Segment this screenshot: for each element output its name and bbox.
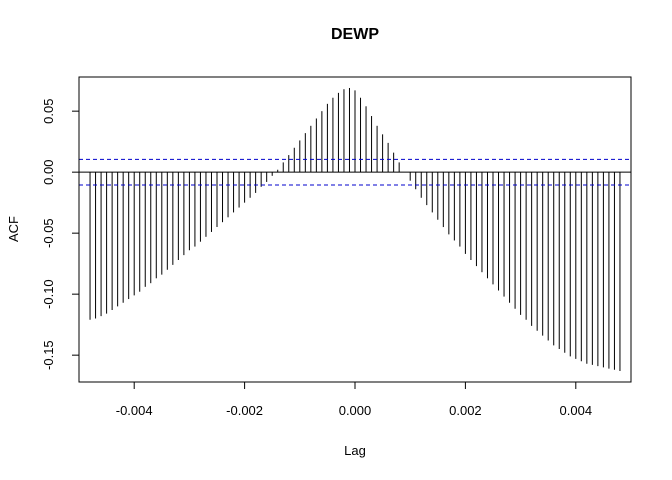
chart-title: DEWP xyxy=(331,26,379,43)
x-axis: -0.004 -0.002 0.000 0.002 0.004 xyxy=(116,381,593,418)
y-tick-label: -0.05 xyxy=(41,218,56,248)
y-tick-label: -0.15 xyxy=(41,340,56,370)
y-axis-label: ACF xyxy=(6,216,21,242)
x-tick-label: 0.000 xyxy=(339,403,372,418)
x-axis-label: Lag xyxy=(344,443,366,458)
x-tick-label: -0.004 xyxy=(116,403,153,418)
y-tick-label: 0.00 xyxy=(41,160,56,185)
y-tick-label: -0.10 xyxy=(41,279,56,309)
x-tick-label: 0.004 xyxy=(560,403,593,418)
acf-bars xyxy=(89,87,621,372)
y-tick-label: 0.05 xyxy=(41,99,56,124)
x-tick-label: -0.002 xyxy=(226,403,263,418)
y-axis: -0.15 -0.10 -0.05 0.00 0.05 xyxy=(41,99,80,370)
x-tick-label: 0.002 xyxy=(449,403,482,418)
